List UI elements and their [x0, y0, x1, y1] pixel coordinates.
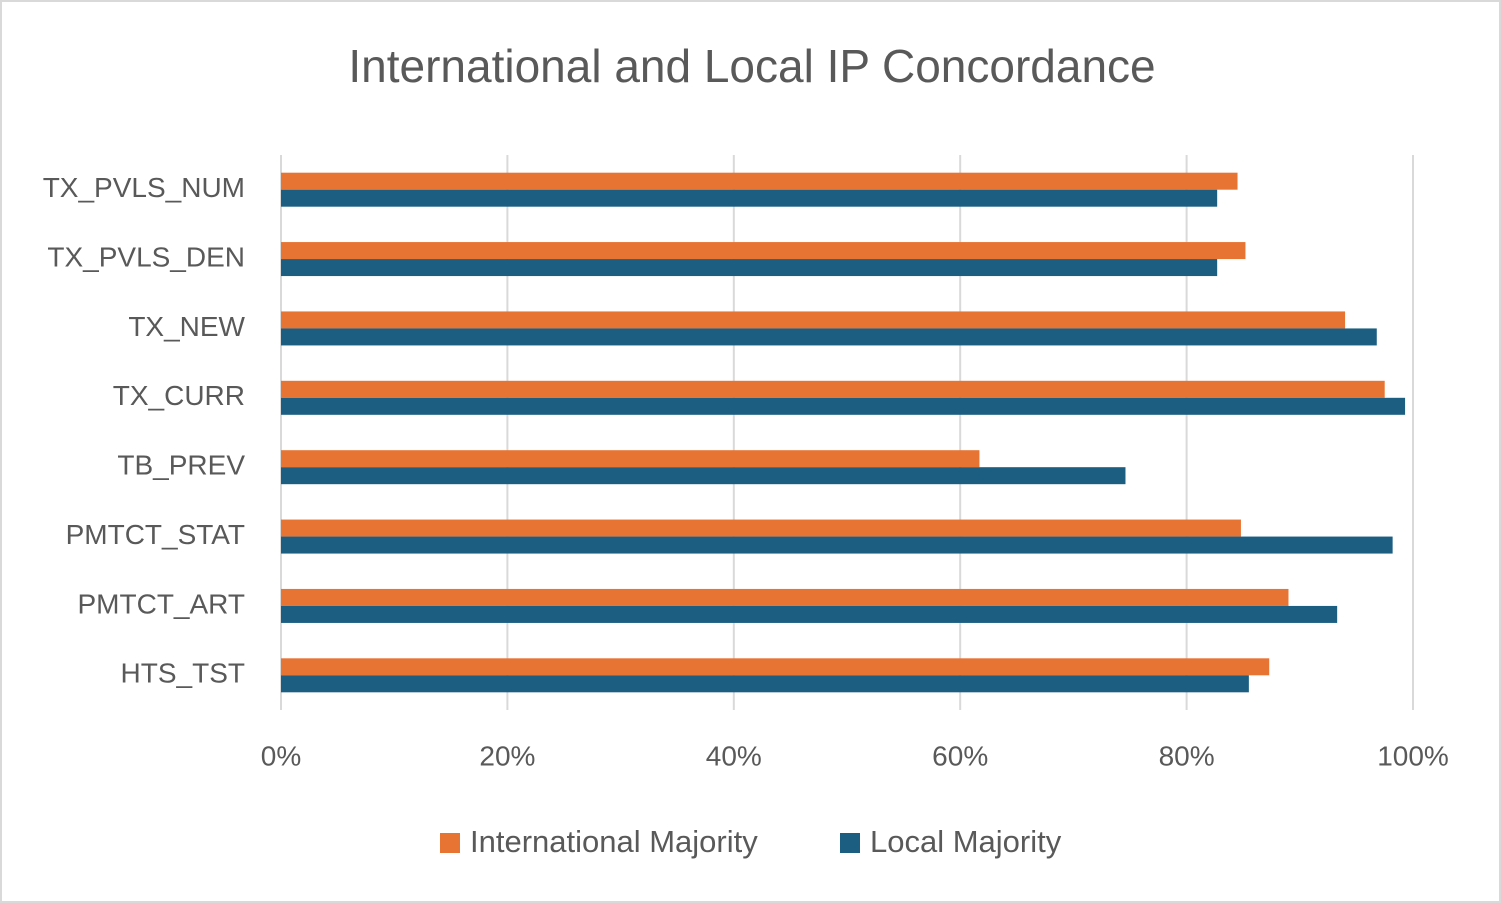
bar — [281, 675, 1249, 693]
y-tick-label: TB_PREV — [117, 450, 245, 481]
y-tick-label: TX_NEW — [128, 311, 245, 342]
x-tick-label: 0% — [261, 740, 301, 771]
x-tick-label: 40% — [706, 740, 762, 771]
y-tick-label: TX_CURR — [113, 380, 245, 411]
x-tick-label: 100% — [1377, 740, 1449, 771]
bar — [281, 588, 1289, 606]
legend-label: International Majority — [470, 824, 758, 859]
bar — [281, 311, 1346, 329]
bar — [281, 519, 1241, 537]
bar — [281, 658, 1270, 676]
x-tick-label: 80% — [1159, 740, 1215, 771]
bar — [281, 397, 1406, 415]
bar — [281, 450, 980, 468]
bar — [281, 259, 1218, 277]
y-tick-label: PMTCT_STAT — [66, 519, 245, 550]
chart-title: International and Local IP Concordance — [348, 40, 1155, 92]
bar — [281, 380, 1385, 398]
x-tick-label: 20% — [479, 740, 535, 771]
y-tick-label: PMTCT_ART — [78, 588, 246, 619]
bar — [281, 172, 1238, 190]
y-tick-label: TX_PVLS_NUM — [43, 172, 245, 203]
bar — [281, 467, 1126, 485]
bar — [281, 536, 1393, 554]
x-tick-label: 60% — [932, 740, 988, 771]
legend-swatch — [840, 833, 860, 853]
y-tick-label: TX_PVLS_DEN — [47, 241, 245, 272]
bar — [281, 242, 1246, 260]
bar — [281, 605, 1338, 623]
legend-swatch — [440, 833, 460, 853]
legend-label: Local Majority — [870, 824, 1062, 859]
bar — [281, 328, 1377, 346]
bar — [281, 189, 1218, 207]
y-tick-label: HTS_TST — [121, 658, 245, 689]
